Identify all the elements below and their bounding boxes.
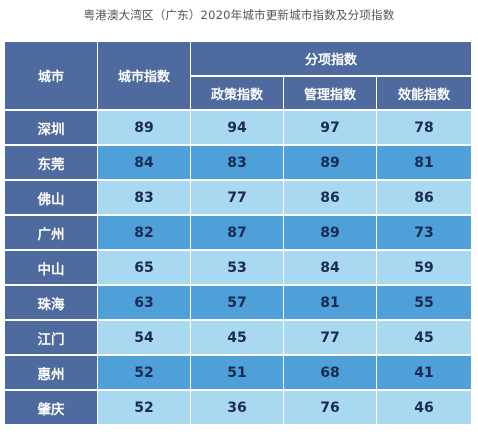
header-management-index: 管理指数 (284, 77, 377, 111)
table-caption: 粤港澳大湾区（广东）2020年城市更新城市指数及分项指数 (83, 8, 395, 22)
city-index-value: 54 (98, 321, 191, 356)
city-name: 肇庆 (5, 391, 98, 426)
efficiency-index-value: 86 (377, 181, 472, 216)
city-name: 深圳 (5, 111, 98, 146)
city-name: 中山 (5, 251, 98, 286)
table-row: 深圳 89 94 97 78 (5, 111, 472, 146)
policy-index-value: 45 (191, 321, 284, 356)
management-index-value: 97 (284, 111, 377, 146)
table-row: 中山 65 53 84 59 (5, 251, 472, 286)
city-name: 江门 (5, 321, 98, 356)
management-index-value: 76 (284, 391, 377, 426)
table-row: 广州 82 87 89 73 (5, 216, 472, 251)
policy-index-value: 51 (191, 356, 284, 391)
efficiency-index-value: 78 (377, 111, 472, 146)
city-index-value: 52 (98, 356, 191, 391)
header-city-index: 城市指数 (98, 42, 191, 111)
city-index-value: 63 (98, 286, 191, 321)
city-name: 东莞 (5, 146, 98, 181)
policy-index-value: 94 (191, 111, 284, 146)
efficiency-index-value: 41 (377, 356, 472, 391)
policy-index-value: 53 (191, 251, 284, 286)
management-index-value: 86 (284, 181, 377, 216)
city-name: 惠州 (5, 356, 98, 391)
efficiency-index-value: 81 (377, 146, 472, 181)
policy-index-value: 77 (191, 181, 284, 216)
city-index-value: 52 (98, 391, 191, 426)
city-index-value: 65 (98, 251, 191, 286)
management-index-value: 89 (284, 216, 377, 251)
policy-index-value: 36 (191, 391, 284, 426)
city-index-value: 89 (98, 111, 191, 146)
table-row: 惠州 52 51 68 41 (5, 356, 472, 391)
management-index-value: 81 (284, 286, 377, 321)
efficiency-index-value: 73 (377, 216, 472, 251)
efficiency-index-value: 45 (377, 321, 472, 356)
city-name: 广州 (5, 216, 98, 251)
management-index-value: 84 (284, 251, 377, 286)
header-sub-index-group: 分项指数 (191, 42, 472, 77)
table-row: 东莞 84 83 89 81 (5, 146, 472, 181)
management-index-value: 89 (284, 146, 377, 181)
city-index-value: 84 (98, 146, 191, 181)
header-city: 城市 (5, 42, 98, 111)
city-name: 佛山 (5, 181, 98, 216)
management-index-value: 68 (284, 356, 377, 391)
policy-index-value: 57 (191, 286, 284, 321)
table-row: 肇庆 52 36 76 46 (5, 391, 472, 426)
city-index-value: 83 (98, 181, 191, 216)
city-index-table: 城市 城市指数 分项指数 政策指数 管理指数 效能指数 深圳 89 94 97 … (5, 42, 472, 426)
city-name: 珠海 (5, 286, 98, 321)
table-row: 珠海 63 57 81 55 (5, 286, 472, 321)
table-row: 江门 54 45 77 45 (5, 321, 472, 356)
city-index-value: 82 (98, 216, 191, 251)
header-efficiency-index: 效能指数 (377, 77, 472, 111)
management-index-value: 77 (284, 321, 377, 356)
header-policy-index: 政策指数 (191, 77, 284, 111)
policy-index-value: 83 (191, 146, 284, 181)
table-row: 佛山 83 77 86 86 (5, 181, 472, 216)
policy-index-value: 87 (191, 216, 284, 251)
efficiency-index-value: 55 (377, 286, 472, 321)
efficiency-index-value: 59 (377, 251, 472, 286)
efficiency-index-value: 46 (377, 391, 472, 426)
